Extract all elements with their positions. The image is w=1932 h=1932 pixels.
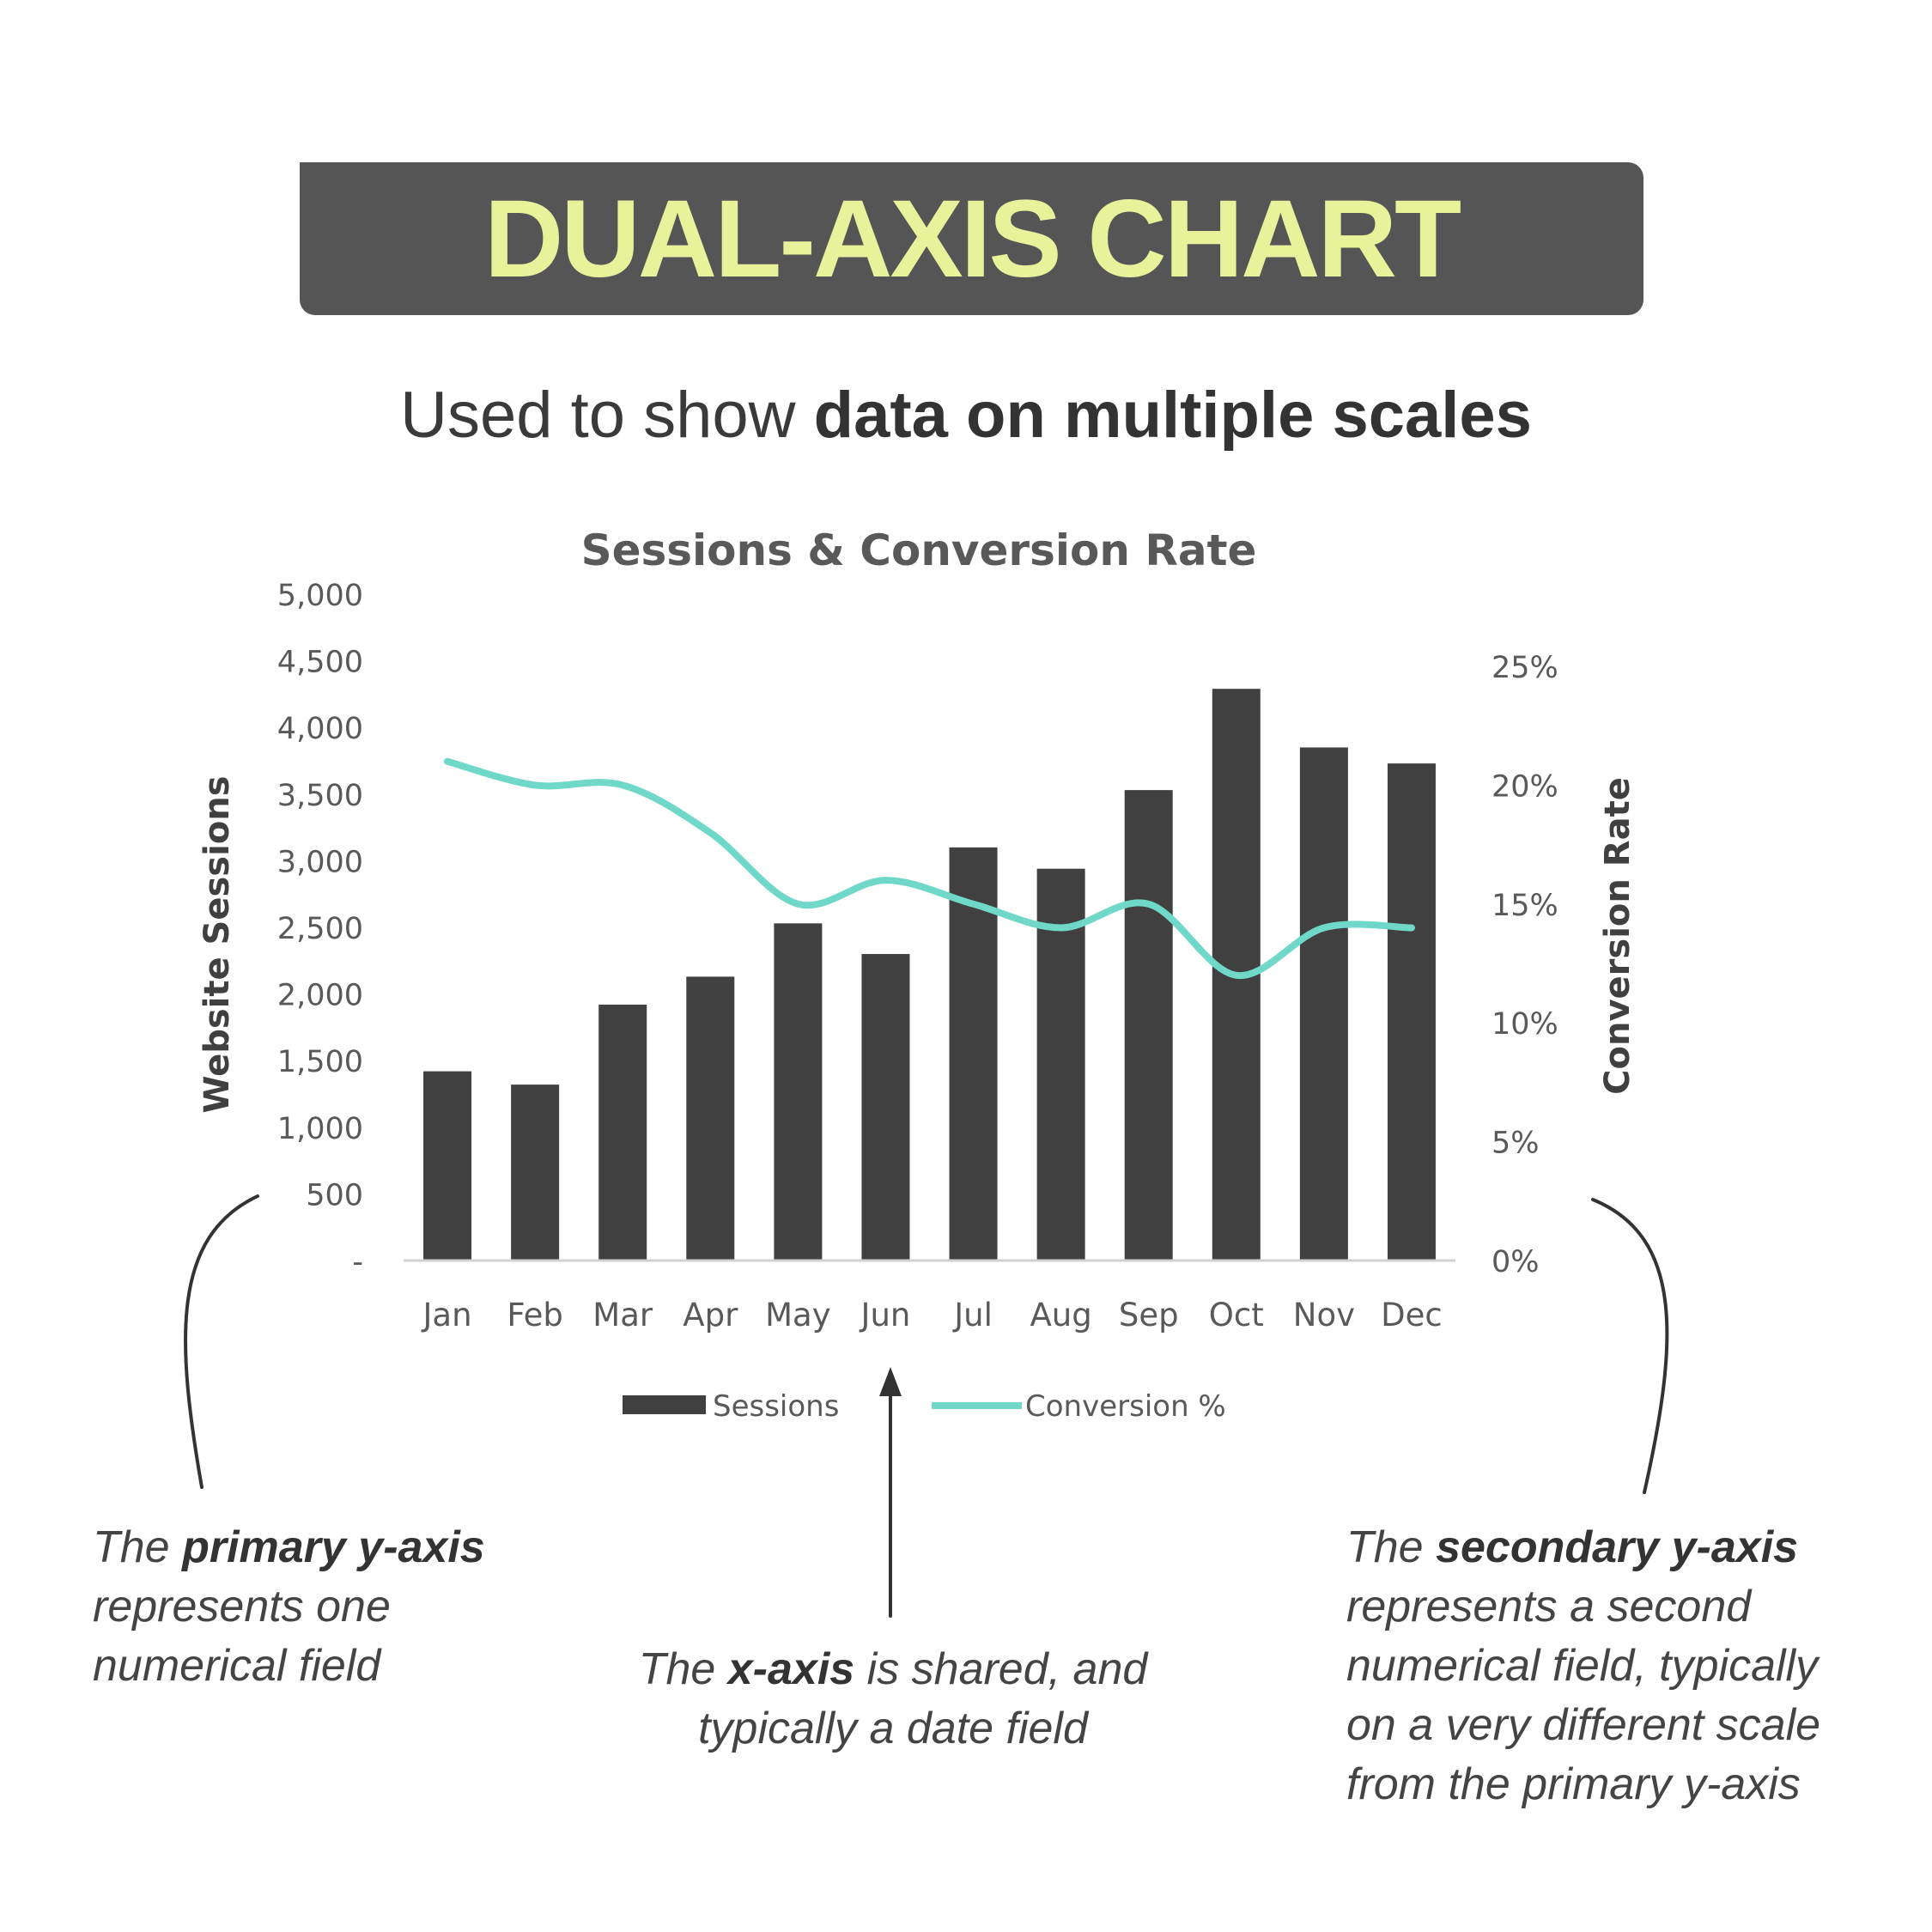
secondary-axis-connector	[1591, 1198, 1669, 1494]
x-tick-label: Aug	[1030, 1297, 1092, 1334]
note-secondary-axis: The secondary y-axis represents a second…	[1346, 1518, 1930, 1814]
y2-tick-label: 15%	[1492, 889, 1558, 923]
y-tick-label: -	[352, 1245, 363, 1279]
legend-label-conversion: Conversion %	[1025, 1389, 1226, 1424]
subtitle-bold-text: data on multiple scales	[813, 379, 1532, 452]
bar-aug	[1036, 868, 1085, 1261]
y-tick-label: 3,000	[277, 845, 363, 879]
y-tick-label: 3,500	[277, 779, 363, 813]
y-tick-label: 2,000	[277, 979, 363, 1013]
note-right-line3: numerical field, typically	[1346, 1641, 1819, 1691]
x-tick-label: Apr	[683, 1297, 738, 1334]
note-left-bold: primary y-axis	[182, 1522, 485, 1572]
y2-tick-label: 20%	[1492, 769, 1558, 804]
legend-label-sessions: Sessions	[713, 1389, 839, 1424]
x-axis-arrow-head	[879, 1367, 902, 1396]
y2-tick-label: 5%	[1492, 1127, 1540, 1161]
y-tick-label: 1,000	[277, 1112, 363, 1146]
y-tick-label: 2,500	[277, 912, 363, 946]
y-tick-label: 4,000	[277, 712, 363, 746]
x-tick-label: Jan	[422, 1297, 472, 1334]
y-tick-label: 500	[306, 1178, 363, 1212]
bar-nov	[1299, 747, 1348, 1261]
x-tick-label: Dec	[1381, 1297, 1443, 1334]
y2-tick-label: 10%	[1492, 1007, 1558, 1042]
legend-swatch-sessions	[623, 1395, 706, 1414]
conversion-line	[444, 757, 1415, 979]
note-right-prefix: The	[1346, 1522, 1437, 1572]
note-left-prefix: The	[93, 1522, 183, 1572]
x-tick-label: Nov	[1293, 1297, 1355, 1334]
y2-tick-label: 0%	[1492, 1245, 1540, 1279]
subtitle: Used to show data on multiple scales	[0, 378, 1932, 453]
title-banner: DUAL-AXIS CHART	[300, 162, 1643, 315]
bar-jul	[949, 847, 998, 1261]
x-tick-label: Jun	[860, 1297, 911, 1334]
x-tick-label: May	[765, 1297, 831, 1334]
note-mid-line2: typically a date field	[698, 1704, 1088, 1753]
note-right-line2: represents a second	[1346, 1582, 1752, 1631]
x-tick-label: Jul	[952, 1297, 993, 1334]
note-left-line3: numerical field	[93, 1641, 381, 1691]
note-right-line4: on a very different scale	[1346, 1700, 1821, 1750]
note-primary-axis: The primary y-axis represents one numeri…	[93, 1518, 608, 1696]
bar-jun	[861, 954, 910, 1261]
bar-sep	[1124, 790, 1173, 1261]
note-right-bold: secondary y-axis	[1436, 1522, 1799, 1572]
note-x-axis: The x-axis is shared, and typically a da…	[567, 1640, 1219, 1759]
bar-mar	[598, 1005, 647, 1261]
y2-axis-title: Conversion Rate	[1598, 777, 1637, 1095]
banner-title: DUAL-AXIS CHART	[483, 177, 1461, 301]
subtitle-light-text: Used to show	[400, 379, 814, 452]
note-mid-bold: x-axis	[727, 1644, 855, 1694]
y-tick-label: 4,500	[277, 646, 363, 680]
x-tick-label: Mar	[592, 1297, 653, 1334]
y-tick-label: 5,000	[277, 579, 363, 613]
bar-may	[774, 923, 823, 1261]
y-axis-title: Website Sessions	[197, 775, 237, 1113]
note-mid-prefix: The	[638, 1644, 728, 1694]
bar-jan	[423, 1071, 472, 1261]
bar-apr	[686, 976, 735, 1261]
bar-dec	[1387, 763, 1436, 1261]
x-tick-label: Oct	[1209, 1297, 1264, 1334]
primary-axis-connector	[184, 1194, 259, 1489]
y2-tick-label: 25%	[1492, 651, 1558, 685]
chart-title: Sessions & Conversion Rate	[581, 526, 1257, 575]
y-tick-label: 1,500	[277, 1045, 363, 1079]
note-mid-suffix: is shared, and	[854, 1644, 1148, 1694]
x-tick-label: Sep	[1119, 1297, 1179, 1334]
x-tick-label: Feb	[507, 1297, 563, 1334]
bar-feb	[511, 1084, 560, 1261]
note-left-line2: represents one	[93, 1582, 391, 1631]
note-right-line5: from the primary y-axis	[1346, 1759, 1801, 1809]
